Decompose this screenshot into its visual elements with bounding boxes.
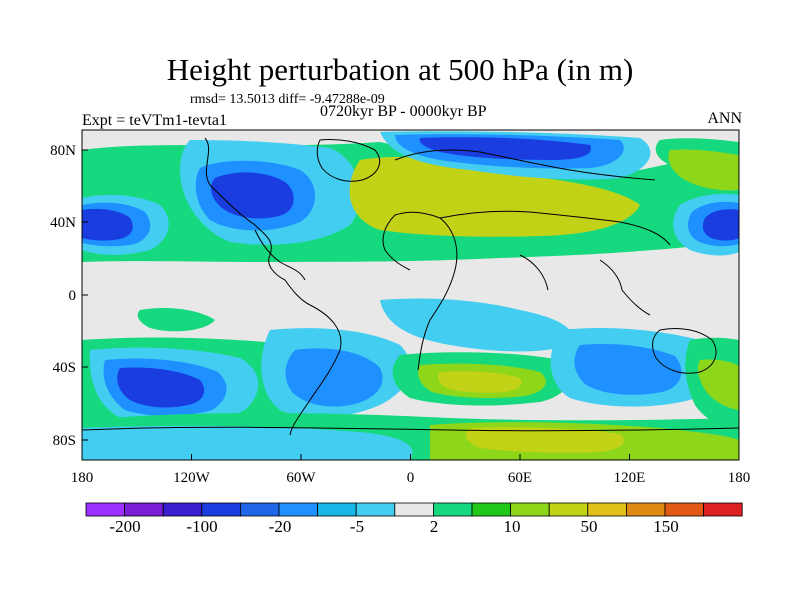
colorbar-box [432,502,473,517]
colorbar-labels: -200 -100 -20 -5 2 10 50 150 [109,517,678,536]
colorbar-box [510,502,550,517]
y-tick-label: 80S [53,433,76,449]
x-tick-label: 0 [407,470,415,486]
colorbar-box [587,502,627,517]
colorbar-box [85,502,125,517]
colorbar-box [703,502,743,517]
colorbar-box [664,502,704,517]
experiment-label: Expt = teVTm1-tevta1 [82,112,227,129]
colorbar-box [626,502,666,517]
coastlines [82,137,739,436]
x-tick-label: 120E [614,470,646,486]
colorbar-label: -100 [186,517,217,536]
x-tick-label: 180 [728,470,751,486]
colorbar-box [201,502,241,517]
y-tick-labels: 80N 40N 0 40S 80S [50,143,76,449]
colorbar-box [239,502,280,517]
colorbar-box [355,502,396,517]
y-tick-label: 0 [69,288,77,304]
y-tick-label: 80N [50,143,76,159]
colorbar-label: -20 [269,517,292,536]
period-label: 0720kyr BP - 0000kyr BP [320,103,487,120]
figure-title: Height perturbation at 500 hPa (in m) [166,52,634,87]
colorbar-label: 10 [504,517,521,536]
colorbar-box [124,502,164,517]
stats-label: rmsd= 13.5013 diff= -9.47288e-09 [190,92,385,107]
colorbar-label: 50 [581,517,598,536]
y-tick-label: 40N [50,215,76,231]
colorbar-label: -5 [350,517,364,536]
x-tick-label: 180 [71,470,94,486]
colorbar-box [471,502,511,517]
colorbar-label: 2 [430,517,439,536]
x-tick-label: 60W [286,470,316,486]
colorbar-box [162,502,203,517]
colorbar-box [548,502,589,517]
y-tick-label: 40S [53,360,76,376]
colorbar [85,502,743,517]
colorbar-box [278,502,318,517]
x-tick-label: 60E [508,470,532,486]
contour-field [82,130,739,460]
colorbar-label: -200 [109,517,140,536]
colorbar-label: 150 [653,517,679,536]
x-tick-label: 120W [173,470,211,486]
tick-marks [81,149,740,460]
colorbar-box [317,502,357,517]
colorbar-box [394,502,434,517]
x-tick-labels: 180 120W 60W 0 60E 120E 180 [71,470,751,486]
season-label: ANN [707,110,742,127]
